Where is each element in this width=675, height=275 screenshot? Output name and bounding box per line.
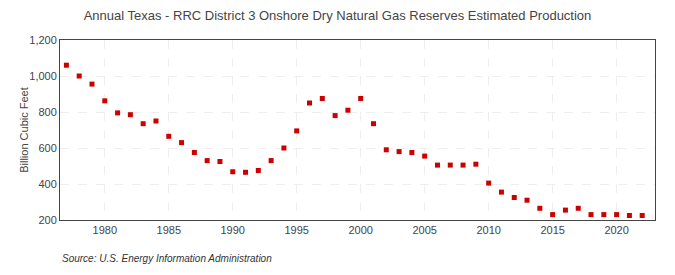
svg-text:2020: 2020 bbox=[604, 224, 628, 236]
svg-text:2010: 2010 bbox=[476, 224, 500, 236]
svg-text:Annual Texas - RRC District 3: Annual Texas - RRC District 3 Onshore Dr… bbox=[84, 8, 592, 23]
svg-text:1990: 1990 bbox=[220, 224, 244, 236]
svg-text:200: 200 bbox=[38, 214, 56, 226]
svg-text:Source: U.S. Energy Informatio: Source: U.S. Energy Information Administ… bbox=[62, 253, 272, 264]
svg-text:2000: 2000 bbox=[348, 224, 372, 236]
svg-text:2005: 2005 bbox=[412, 224, 436, 236]
svg-text:1,000: 1,000 bbox=[29, 70, 57, 82]
svg-text:1980: 1980 bbox=[93, 224, 117, 236]
svg-text:1995: 1995 bbox=[284, 224, 308, 236]
svg-text:600: 600 bbox=[38, 142, 56, 154]
svg-text:400: 400 bbox=[38, 178, 56, 190]
svg-text:1985: 1985 bbox=[157, 224, 181, 236]
svg-text:2015: 2015 bbox=[540, 224, 564, 236]
svg-text:800: 800 bbox=[38, 106, 56, 118]
svg-text:1,200: 1,200 bbox=[29, 34, 57, 46]
svg-text:Billion Cubic Feet: Billion Cubic Feet bbox=[18, 87, 30, 173]
